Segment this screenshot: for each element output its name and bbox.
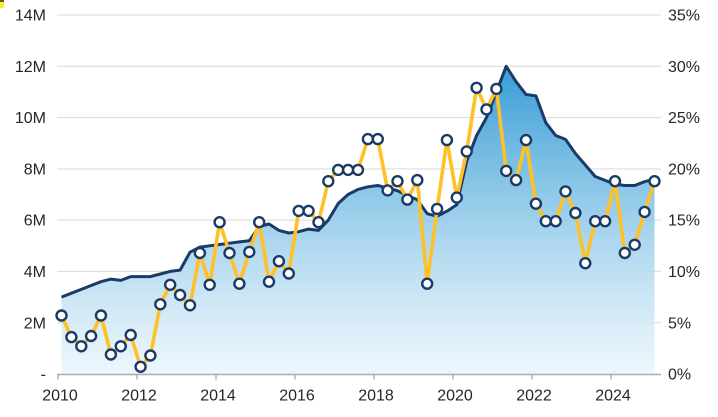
data-point-marker: [430, 202, 444, 216]
data-point-marker: [124, 328, 137, 342]
data-point-marker: [411, 173, 424, 187]
data-point-marker: [144, 349, 157, 362]
x-axis-label: 2012: [121, 388, 157, 405]
data-point-marker: [569, 206, 582, 220]
y-axis-label-right: 5%: [668, 315, 691, 332]
y-axis-label-right: 10%: [668, 264, 700, 281]
data-point-marker: [253, 215, 266, 229]
data-point-marker: [341, 163, 355, 177]
y-axis-label-left: 8M: [24, 161, 46, 178]
data-point-marker: [163, 278, 177, 291]
data-point-marker: [589, 214, 602, 228]
x-axis-label: 2014: [200, 388, 236, 405]
data-point-marker: [203, 278, 216, 291]
x-axis-label: 2016: [279, 388, 315, 405]
data-point-marker: [559, 185, 572, 198]
data-point-marker: [539, 214, 552, 228]
data-point-marker: [94, 309, 108, 322]
data-point-marker: [55, 309, 68, 322]
data-point-marker: [75, 340, 88, 353]
data-point-marker: [579, 257, 592, 270]
x-axis-label: 2018: [358, 388, 394, 405]
y-axis-label-right: 15%: [668, 213, 700, 230]
area-outline: [60, 64, 655, 299]
data-point-marker: [302, 204, 315, 218]
data-point-marker: [84, 329, 98, 343]
data-point-marker: [262, 275, 276, 288]
data-point-marker: [490, 82, 503, 96]
data-point-marker: [243, 245, 256, 259]
y-axis-label-left: 12M: [15, 59, 46, 76]
y-axis-label-left: 6M: [24, 213, 46, 230]
data-point-marker: [598, 214, 612, 228]
data-point-marker: [193, 246, 207, 260]
area-series: [61, 66, 655, 375]
data-point-marker: [638, 205, 651, 219]
y-axis-label-left: -: [41, 367, 46, 384]
data-point-marker: [65, 330, 78, 344]
data-point-marker: [371, 132, 384, 146]
y-axis-label-right: 35%: [668, 8, 700, 25]
data-point-marker: [509, 173, 523, 187]
data-point-marker: [213, 215, 226, 229]
data-point-marker: [282, 267, 295, 280]
data-point-marker: [361, 132, 375, 146]
y-axis-label-left: 4M: [24, 264, 46, 281]
x-axis-label: 2010: [42, 388, 78, 405]
x-axis-label: 2024: [595, 388, 631, 405]
data-point-marker: [628, 238, 641, 252]
data-point-marker: [154, 298, 167, 311]
data-point-marker: [529, 197, 543, 210]
data-point-marker: [381, 184, 394, 197]
y-axis-label-left: 10M: [15, 110, 46, 127]
y-axis-label-left: 14M: [15, 8, 46, 25]
data-point-marker: [460, 145, 473, 158]
y-axis-label-left: 2M: [24, 315, 46, 332]
x-axis-label: 2020: [437, 388, 473, 405]
data-point-marker: [134, 360, 147, 373]
data-point-marker: [440, 133, 454, 147]
data-point-marker: [500, 164, 513, 178]
data-point-marker: [322, 174, 335, 188]
corner-artifact-yellow-pixel: [0, 2, 4, 8]
data-point-marker: [173, 288, 187, 302]
data-point-marker: [480, 103, 493, 116]
data-point-marker: [401, 193, 414, 206]
data-point-marker: [114, 340, 128, 353]
y-axis-label-right: 20%: [668, 161, 700, 178]
data-point-marker: [312, 215, 325, 229]
data-point-marker: [233, 277, 246, 290]
data-point-marker: [421, 277, 434, 290]
data-point-marker: [549, 214, 562, 228]
data-point-marker: [391, 174, 404, 188]
data-point-marker: [292, 204, 305, 218]
y-axis-label-right: 25%: [668, 110, 700, 127]
data-point-marker: [351, 163, 365, 177]
y-axis-label-right: 30%: [668, 59, 700, 76]
data-point-marker: [223, 246, 236, 260]
x-axis-label: 2022: [516, 388, 552, 405]
data-point-marker: [332, 163, 345, 177]
screenshot-corner-artifact: [0, 0, 4, 8]
data-point-marker: [104, 348, 118, 361]
data-point-marker: [618, 246, 631, 260]
corner-artifact-dark-pixel: [0, 0, 4, 2]
y-axis-label-right: 0%: [668, 367, 691, 384]
data-point-marker: [450, 191, 463, 204]
data-point-marker: [648, 174, 661, 188]
data-point-marker: [272, 255, 286, 268]
data-point-marker: [519, 133, 533, 147]
data-point-marker: [470, 81, 483, 95]
data-point-marker: [608, 174, 622, 188]
data-point-marker: [183, 299, 197, 312]
